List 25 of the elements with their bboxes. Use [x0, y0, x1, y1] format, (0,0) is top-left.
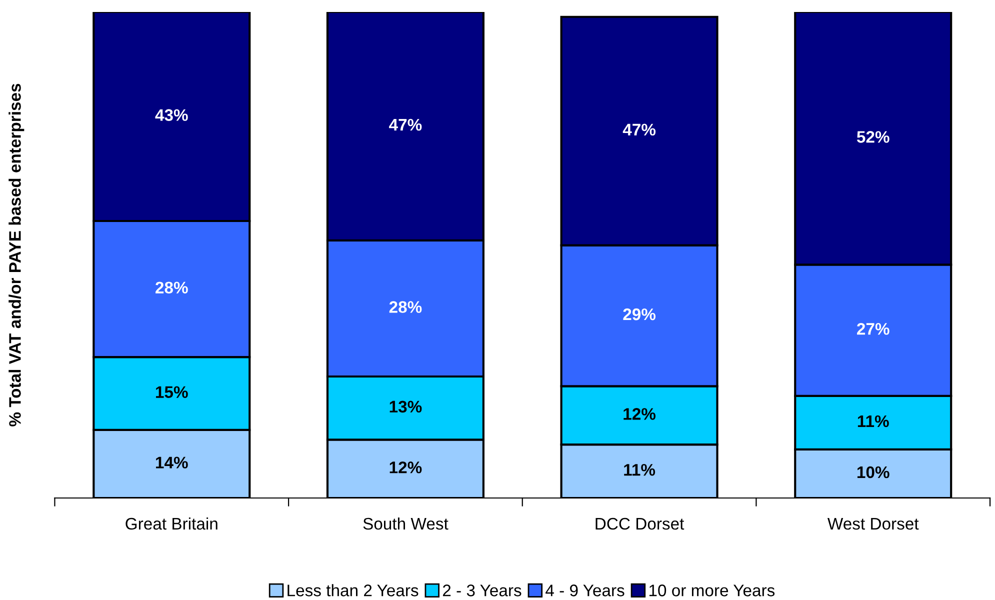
- data-label: 28%: [156, 282, 188, 294]
- x-tick-label: Great Britain: [126, 517, 218, 530]
- legend-label: 10 or more Years: [649, 584, 775, 596]
- x-tick-label: West Dorset: [827, 518, 919, 530]
- legend-label: 2 - 3 Years: [442, 584, 522, 596]
- data-label: 27%: [857, 323, 890, 335]
- x-tick-label: South West: [363, 517, 448, 530]
- data-label: 43%: [155, 109, 188, 121]
- x-tick-label: DCC Dorset: [596, 518, 684, 530]
- data-label: 12%: [390, 462, 422, 474]
- data-label: 12%: [624, 408, 656, 420]
- data-label: 13%: [390, 400, 422, 413]
- legend-label: 4 - 9 Years: [546, 584, 624, 596]
- data-label: 28%: [389, 301, 422, 313]
- data-label: 52%: [856, 131, 890, 143]
- y-axis-title: % Total VAT and/or PAYE based enterprises: [8, 84, 24, 426]
- data-label: 47%: [389, 118, 422, 131]
- legend-label: Less than 2 Years: [288, 584, 418, 596]
- data-label: 47%: [622, 124, 656, 136]
- data-label: 29%: [623, 308, 656, 320]
- data-label: 11%: [624, 464, 656, 476]
- data-label: 10%: [857, 466, 890, 478]
- data-label: 11%: [858, 415, 889, 428]
- data-label: 14%: [156, 456, 188, 468]
- data-label: 15%: [156, 386, 188, 398]
